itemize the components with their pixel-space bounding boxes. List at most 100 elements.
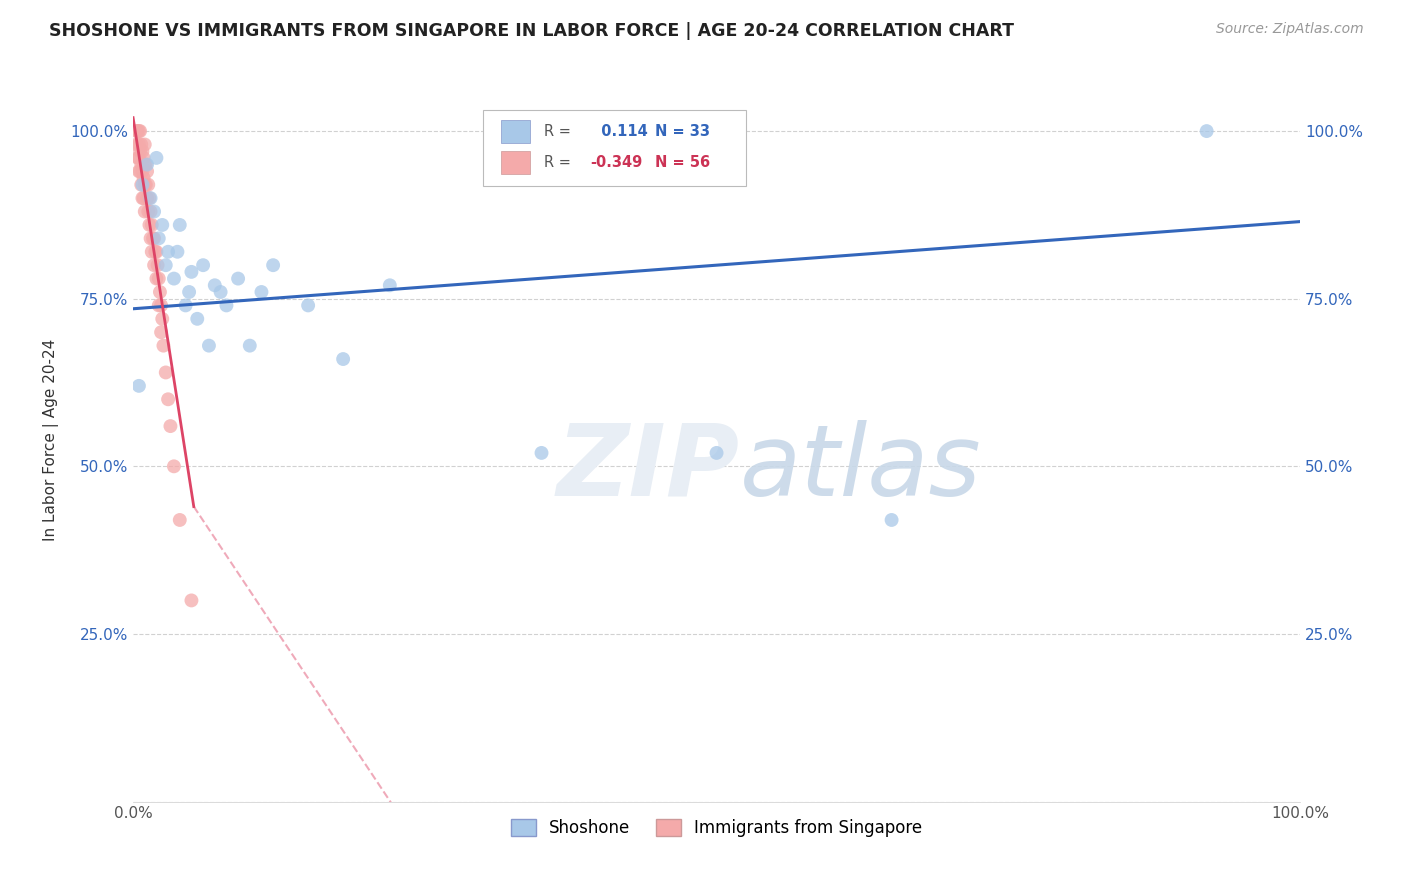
Point [148, 298, 170, 312]
Point [135, 158, 157, 172]
Bar [501, 151, 530, 174]
Legend: Shoshone, Immigrants from Singapore: Shoshone, Immigrants from Singapore [505, 813, 929, 844]
Point [239, 338, 262, 352]
Text: 0.114: 0.114 [591, 124, 647, 139]
Point [128, 164, 150, 178]
Point [129, 145, 152, 159]
Point [148, 231, 170, 245]
FancyBboxPatch shape [484, 110, 745, 186]
Point [198, 338, 221, 352]
Point [131, 191, 153, 205]
Y-axis label: In Labor Force | Age 20-24: In Labor Force | Age 20-24 [44, 338, 59, 541]
Text: SHOSHONE VS IMMIGRANTS FROM SINGAPORE IN LABOR FORCE | AGE 20-24 CORRELATION CHA: SHOSHONE VS IMMIGRANTS FROM SINGAPORE IN… [49, 22, 1014, 40]
Point [131, 145, 153, 159]
Point [139, 191, 162, 205]
Point [169, 218, 191, 232]
Text: ZIP: ZIP [557, 420, 740, 517]
Point [141, 218, 163, 232]
Point [150, 311, 173, 326]
Text: R =: R = [544, 124, 575, 139]
Point [129, 124, 152, 138]
Point [155, 366, 177, 380]
Point [128, 124, 150, 138]
Point [139, 231, 162, 245]
Text: atlas: atlas [740, 420, 981, 517]
Point [215, 298, 238, 312]
Point [128, 151, 150, 165]
Point [143, 231, 166, 245]
Point [136, 204, 159, 219]
Point [149, 285, 172, 299]
Point [132, 191, 155, 205]
Text: Source: ZipAtlas.com: Source: ZipAtlas.com [1216, 22, 1364, 37]
Point [180, 265, 202, 279]
Text: N = 33: N = 33 [655, 124, 710, 139]
Point [146, 258, 169, 272]
Point [378, 278, 401, 293]
Point [159, 419, 181, 434]
Text: N = 56: N = 56 [655, 154, 710, 169]
Point [163, 271, 186, 285]
Point [131, 178, 153, 192]
Point [129, 164, 152, 178]
Point [135, 178, 157, 192]
Point [186, 311, 208, 326]
Point [128, 379, 150, 393]
Point [143, 204, 166, 219]
Point [148, 271, 170, 285]
Point [129, 158, 152, 172]
Point [145, 271, 167, 285]
Point [226, 271, 249, 285]
Point [131, 164, 153, 178]
Point [127, 124, 149, 138]
Point [145, 151, 167, 165]
Point [250, 285, 273, 299]
Point [136, 164, 159, 178]
Text: -0.349: -0.349 [591, 154, 643, 169]
Point [129, 137, 152, 152]
Point [332, 352, 354, 367]
Point [157, 244, 180, 259]
Point [128, 137, 150, 152]
Point [155, 258, 177, 272]
Point [177, 285, 200, 299]
Point [530, 446, 553, 460]
Point [134, 178, 156, 192]
Point [141, 244, 163, 259]
Point [166, 244, 188, 259]
Point [138, 191, 160, 205]
Point [127, 151, 149, 165]
Point [1195, 124, 1218, 138]
Point [152, 338, 174, 352]
Point [174, 298, 197, 312]
Point [136, 158, 159, 172]
Point [204, 278, 226, 293]
Point [143, 258, 166, 272]
Point [136, 191, 159, 205]
Point [134, 137, 156, 152]
Point [180, 593, 202, 607]
Point [134, 158, 156, 172]
Point [143, 244, 166, 259]
Point [163, 459, 186, 474]
Bar [501, 120, 530, 144]
Point [132, 171, 155, 186]
Point [150, 325, 173, 339]
Point [132, 151, 155, 165]
Point [262, 258, 284, 272]
Point [138, 218, 160, 232]
Point [157, 392, 180, 407]
Point [139, 204, 162, 219]
Point [150, 298, 173, 312]
Text: R =: R = [544, 154, 575, 169]
Point [209, 285, 232, 299]
Point [706, 446, 728, 460]
Point [129, 178, 152, 192]
Point [297, 298, 319, 312]
Point [191, 258, 214, 272]
Point [125, 137, 148, 152]
Point [880, 513, 903, 527]
Point [134, 204, 156, 219]
Point [150, 218, 173, 232]
Point [136, 178, 159, 192]
